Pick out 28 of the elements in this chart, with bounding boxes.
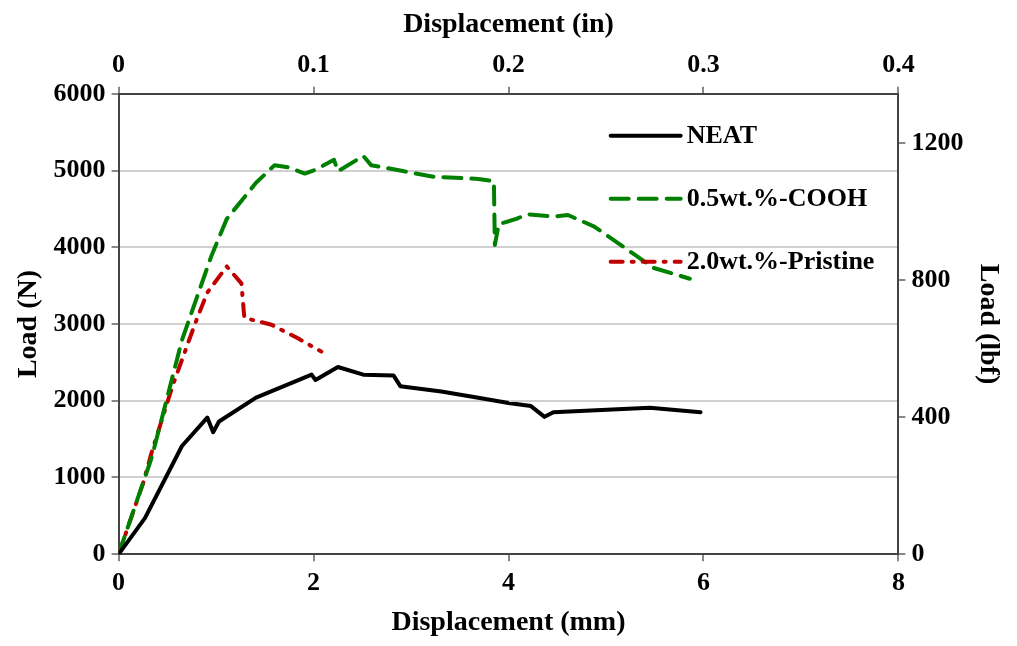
y-tick-label: 3000	[53, 307, 106, 337]
y-tick-label: 5000	[53, 154, 106, 184]
y-tick-label: 4000	[53, 230, 106, 260]
y2-tick-label: 1200	[911, 127, 964, 157]
y-axis-title: Load (N)	[11, 269, 43, 379]
legend-label: 2.0wt.%-Pristine	[686, 245, 875, 275]
x-tick-label: 2	[307, 566, 321, 596]
y2-axis-title: Load (lbf)	[974, 263, 1006, 385]
legend-label: NEAT	[686, 119, 757, 149]
legend-label: 0.5wt.%-COOH	[686, 182, 868, 212]
x2-axis-title: Displacement (in)	[403, 7, 614, 39]
x2-tick-label: 0.1	[297, 48, 330, 78]
y-tick-label: 1000	[53, 461, 106, 491]
y-tick-label: 0	[92, 537, 106, 567]
x2-tick-label: 0.4	[882, 48, 915, 78]
y-tick-label: 6000	[53, 77, 106, 107]
y2-tick-label: 800	[911, 264, 951, 294]
x-tick-label: 4	[502, 566, 515, 596]
y2-tick-label: 0	[911, 537, 925, 567]
x2-tick-label: 0.2	[492, 48, 525, 78]
x-axis-title: Displacement (mm)	[391, 605, 626, 637]
x-tick-label: 8	[891, 566, 905, 596]
x-tick-label: 0	[112, 566, 126, 596]
x2-tick-label: 0	[112, 48, 126, 78]
y2-tick-label: 400	[911, 401, 951, 430]
y-tick-label: 2000	[53, 384, 106, 414]
x2-tick-label: 0.3	[687, 48, 720, 78]
x-tick-label: 6	[696, 566, 710, 596]
